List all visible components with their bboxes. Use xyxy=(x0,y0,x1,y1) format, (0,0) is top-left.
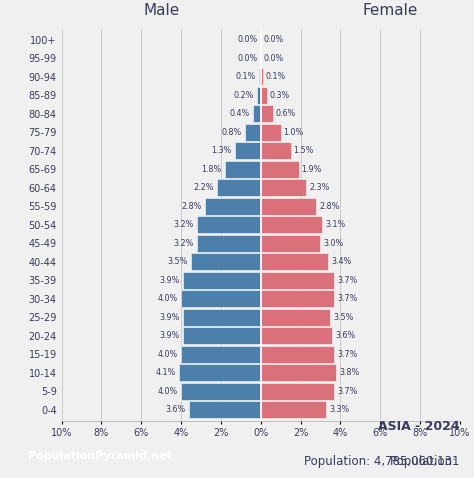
Text: 3.5%: 3.5% xyxy=(168,257,188,266)
Bar xyxy=(217,179,261,196)
Text: 2.3%: 2.3% xyxy=(310,183,330,192)
Text: 3.0%: 3.0% xyxy=(323,239,344,248)
Bar xyxy=(261,142,291,159)
Bar xyxy=(261,327,332,344)
Text: 1.8%: 1.8% xyxy=(201,165,222,174)
Text: 0.3%: 0.3% xyxy=(270,91,290,100)
Text: 0.1%: 0.1% xyxy=(265,72,286,81)
Bar xyxy=(261,364,337,381)
Bar xyxy=(261,346,334,363)
Text: 0.0%: 0.0% xyxy=(237,54,258,63)
Bar xyxy=(189,401,261,418)
Text: 3.2%: 3.2% xyxy=(173,239,194,248)
Bar xyxy=(261,198,317,215)
Text: 3.7%: 3.7% xyxy=(337,387,358,396)
Text: 0.0%: 0.0% xyxy=(237,35,258,44)
Text: 3.7%: 3.7% xyxy=(337,276,358,284)
Bar xyxy=(261,272,334,289)
Text: 4.0%: 4.0% xyxy=(158,294,178,303)
Text: 3.9%: 3.9% xyxy=(160,313,180,322)
Text: 2.8%: 2.8% xyxy=(182,202,202,211)
Bar xyxy=(181,382,261,400)
Text: 0.2%: 0.2% xyxy=(233,91,254,100)
Text: PopulationPyramid.net: PopulationPyramid.net xyxy=(27,452,172,461)
Bar xyxy=(259,68,261,85)
Bar xyxy=(261,161,299,178)
Text: Female: Female xyxy=(363,2,418,18)
Bar xyxy=(261,179,307,196)
Bar xyxy=(197,216,261,233)
Text: 3.5%: 3.5% xyxy=(333,313,354,322)
Bar xyxy=(257,87,261,104)
Bar xyxy=(261,216,322,233)
Bar xyxy=(261,253,328,270)
Text: 0.6%: 0.6% xyxy=(275,109,296,118)
Bar xyxy=(261,68,263,85)
Bar xyxy=(253,105,261,122)
Bar xyxy=(261,382,334,400)
Bar xyxy=(183,327,261,344)
Text: 1.3%: 1.3% xyxy=(211,146,232,155)
Text: Population: 4,785,060,131: Population: 4,785,060,131 xyxy=(304,456,460,468)
Text: 3.9%: 3.9% xyxy=(160,276,180,284)
Text: 1.0%: 1.0% xyxy=(283,128,304,137)
Bar xyxy=(261,124,281,141)
Bar xyxy=(183,272,261,289)
Bar xyxy=(205,198,261,215)
Text: Population:: Population: xyxy=(390,456,460,468)
Text: 4.1%: 4.1% xyxy=(156,368,176,377)
Bar xyxy=(191,253,261,270)
Bar xyxy=(261,87,267,104)
Text: 0.0%: 0.0% xyxy=(264,35,284,44)
Bar xyxy=(235,142,261,159)
Bar xyxy=(261,309,330,326)
Bar xyxy=(179,364,261,381)
Text: 3.2%: 3.2% xyxy=(173,220,194,229)
Text: 3.1%: 3.1% xyxy=(325,220,346,229)
Text: 1.5%: 1.5% xyxy=(293,146,314,155)
Text: 4.0%: 4.0% xyxy=(158,387,178,396)
Text: 3.7%: 3.7% xyxy=(337,349,358,358)
Text: 3.8%: 3.8% xyxy=(339,368,360,377)
Text: Male: Male xyxy=(143,2,179,18)
Bar xyxy=(261,105,273,122)
Text: Population: 4,785,060,131: Population: 4,785,060,131 xyxy=(304,456,460,468)
Bar xyxy=(261,401,327,418)
Text: 0.0%: 0.0% xyxy=(264,54,284,63)
Bar xyxy=(183,309,261,326)
Bar xyxy=(197,235,261,251)
Text: 3.3%: 3.3% xyxy=(329,405,350,414)
Text: 0.4%: 0.4% xyxy=(229,109,250,118)
Text: 0.8%: 0.8% xyxy=(221,128,242,137)
Text: 3.6%: 3.6% xyxy=(336,331,356,340)
Bar xyxy=(225,161,261,178)
Text: 2.8%: 2.8% xyxy=(319,202,340,211)
Bar xyxy=(261,235,320,251)
Text: 2.2%: 2.2% xyxy=(193,183,214,192)
Bar xyxy=(245,124,261,141)
Text: 4.0%: 4.0% xyxy=(158,349,178,358)
Text: 3.9%: 3.9% xyxy=(160,331,180,340)
Text: 3.6%: 3.6% xyxy=(166,405,186,414)
Text: ASIA - 2024: ASIA - 2024 xyxy=(378,420,460,433)
Bar xyxy=(181,346,261,363)
Text: 3.4%: 3.4% xyxy=(331,257,352,266)
Text: 1.9%: 1.9% xyxy=(301,165,322,174)
Text: 0.1%: 0.1% xyxy=(236,72,255,81)
Bar xyxy=(181,290,261,307)
Bar xyxy=(261,290,334,307)
Text: 3.7%: 3.7% xyxy=(337,294,358,303)
